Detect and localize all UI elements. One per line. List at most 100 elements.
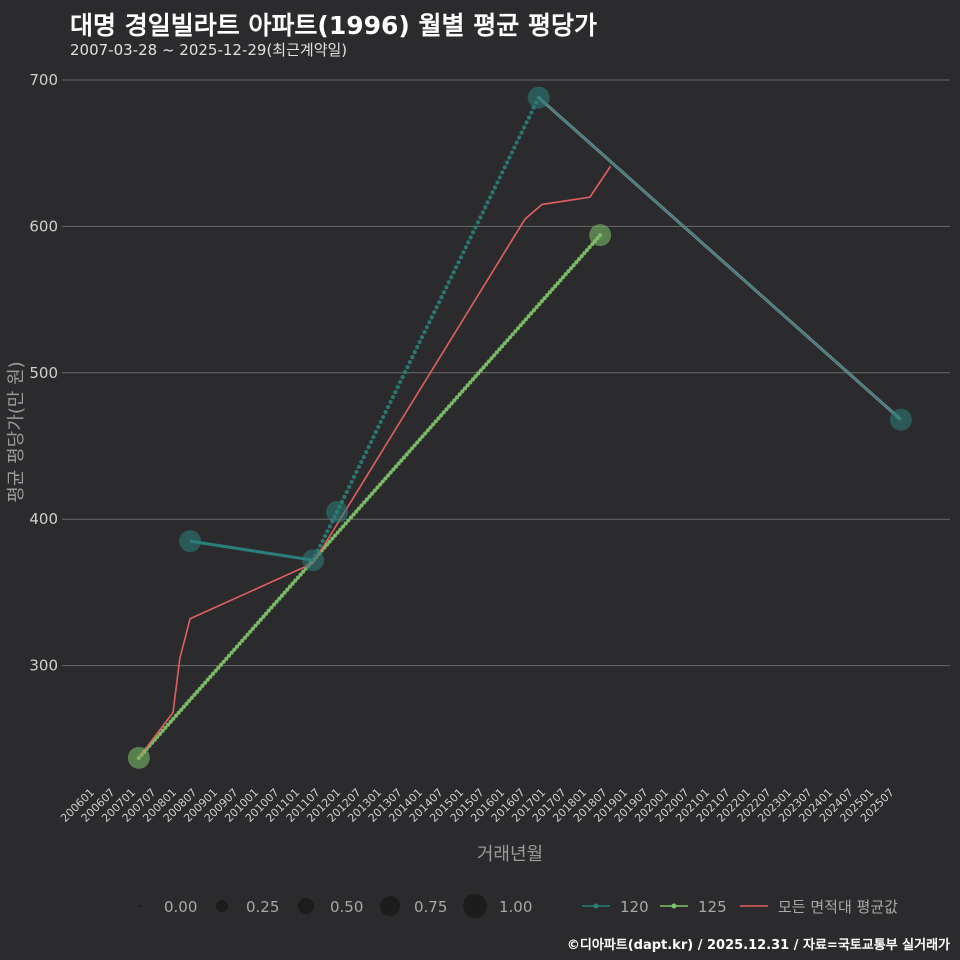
series-125-trace-dot <box>359 503 364 508</box>
series-125-trace-dot <box>542 296 547 301</box>
series-125-trace-dot <box>362 500 367 505</box>
series-120-trace-dot <box>368 439 374 445</box>
series-125-trace-dot <box>582 251 587 256</box>
y-tick-label: 300 <box>29 657 58 675</box>
series-125-trace-dot <box>566 269 571 274</box>
series-125-trace-dot <box>446 404 452 409</box>
series-125-trace-dot <box>399 458 404 463</box>
size-legend-marker <box>138 904 142 908</box>
series-120-trace-dot <box>509 150 515 155</box>
series-125-trace-dot <box>210 671 216 676</box>
series-125-trace-dot <box>444 407 449 412</box>
series-125-trace-dot <box>460 389 465 394</box>
series-125-trace-dot <box>165 722 171 727</box>
series-125-trace-dot <box>171 716 176 721</box>
series-120-trace-dot <box>441 290 447 295</box>
series-120-trace-dot <box>347 484 352 490</box>
series-120-trace-dot <box>456 260 461 265</box>
series-120-trace-dot <box>507 155 512 160</box>
series-120-line <box>189 539 314 562</box>
series-125-trace-dot <box>531 308 537 313</box>
series-125-trace-dot <box>494 350 499 355</box>
series-120-trace-dot <box>419 335 425 340</box>
series-125-trace-dot <box>396 461 401 466</box>
series-125-trace-dot <box>269 605 274 610</box>
series-125-trace-dot <box>486 359 491 364</box>
series-125-trace-dot <box>195 689 200 694</box>
series-125-trace-dot <box>208 674 213 679</box>
chart-title: 대명 경일빌라트 아파트(1996) 월별 평균 평당가 <box>70 11 597 40</box>
series-120-trace-dot <box>468 235 473 240</box>
series-125-trace-dot <box>492 353 497 358</box>
series-120-trace-dot <box>453 265 459 270</box>
series-120-trace-dot <box>526 115 532 120</box>
series-125-trace-dot <box>187 698 192 703</box>
series-125-trace-dot <box>346 518 351 523</box>
series-120-trace-dot <box>342 494 347 500</box>
series-125-trace-dot <box>253 623 258 628</box>
series-125-trace-dot <box>271 602 277 607</box>
series-125-trace-dot <box>484 362 489 367</box>
series-125-trace-dot <box>452 398 457 403</box>
series-125-trace-dot <box>168 719 173 724</box>
series-125-trace-dot <box>454 395 460 400</box>
series-125-trace-dot <box>173 713 179 718</box>
series-125-trace-dot <box>579 254 584 259</box>
series-125-trace-dot <box>518 323 523 328</box>
series-120-trace-dot <box>504 160 510 165</box>
series-120-trace-dot <box>529 110 534 115</box>
series-125-trace-dot <box>481 365 486 370</box>
series-125-trace-dot <box>197 686 202 691</box>
chart-subtitle: 2007-03-28 ~ 2025-12-29(최근계약일) <box>70 41 348 59</box>
series-125-trace-dot <box>404 452 409 457</box>
series-125-trace-dot <box>356 506 362 511</box>
series-125-trace-dot <box>497 347 502 352</box>
series-125-trace-dot <box>163 725 168 730</box>
series-120-point <box>326 500 349 523</box>
series-125-trace-dot <box>298 572 303 577</box>
series-125-trace-dot <box>409 446 415 451</box>
series-125-trace-dot <box>425 428 430 433</box>
series-125-trace-dot <box>510 332 515 337</box>
series-125-trace-dot <box>354 509 359 514</box>
x-axis-title: 거래년월 <box>477 844 543 865</box>
series-120-trace-dot <box>383 409 388 415</box>
series-120-trace-dot <box>322 533 328 539</box>
series-120-point <box>179 530 202 553</box>
series-120-point <box>889 408 912 431</box>
series-125-trace-dot <box>407 449 412 454</box>
series-120-trace-dot <box>344 489 349 495</box>
series-120-trace-dot <box>415 345 420 350</box>
series-125-trace-dot <box>290 581 295 586</box>
series-125-trace-dot <box>433 419 438 424</box>
series-125-trace-dot <box>513 329 518 334</box>
series-120-trace-dot <box>439 295 444 300</box>
series-120-trace-dot <box>478 215 483 220</box>
series-125-trace-dot <box>213 668 218 673</box>
y-tick-label: 400 <box>29 510 58 528</box>
series-120-trace-dot <box>495 180 500 185</box>
series-125-trace-dot <box>502 341 507 346</box>
series-125-trace-dot <box>489 356 494 361</box>
series-125-trace-dot <box>563 272 568 277</box>
size-legend-label: 0.00 <box>164 898 197 916</box>
series-125-point <box>589 224 612 247</box>
series-120-trace-dot <box>463 245 468 250</box>
series-125-trace-dot <box>264 611 269 616</box>
series-125-trace-dot <box>338 527 343 532</box>
source-credit: ©디아파트(dapt.kr) / 2025.12.31 / 자료=국토교통부 실… <box>566 938 950 953</box>
series-125-trace-dot <box>216 665 221 670</box>
series-125-trace-dot <box>476 371 481 376</box>
series-120-trace-dot <box>373 429 379 435</box>
series-120-trace-dot <box>388 399 393 405</box>
series-125-trace-dot <box>242 635 247 640</box>
series-125-trace-dot <box>364 497 369 502</box>
series-125-trace-dot <box>383 476 388 481</box>
series-125-trace-dot <box>558 278 563 283</box>
series-125-trace-dot <box>388 470 393 475</box>
series-120-trace-dot <box>422 330 427 335</box>
legend-key-dot <box>593 903 599 909</box>
series-125-trace-dot <box>523 317 529 322</box>
series-125-trace-dot <box>462 386 468 391</box>
series-125-trace-dot <box>279 593 285 598</box>
